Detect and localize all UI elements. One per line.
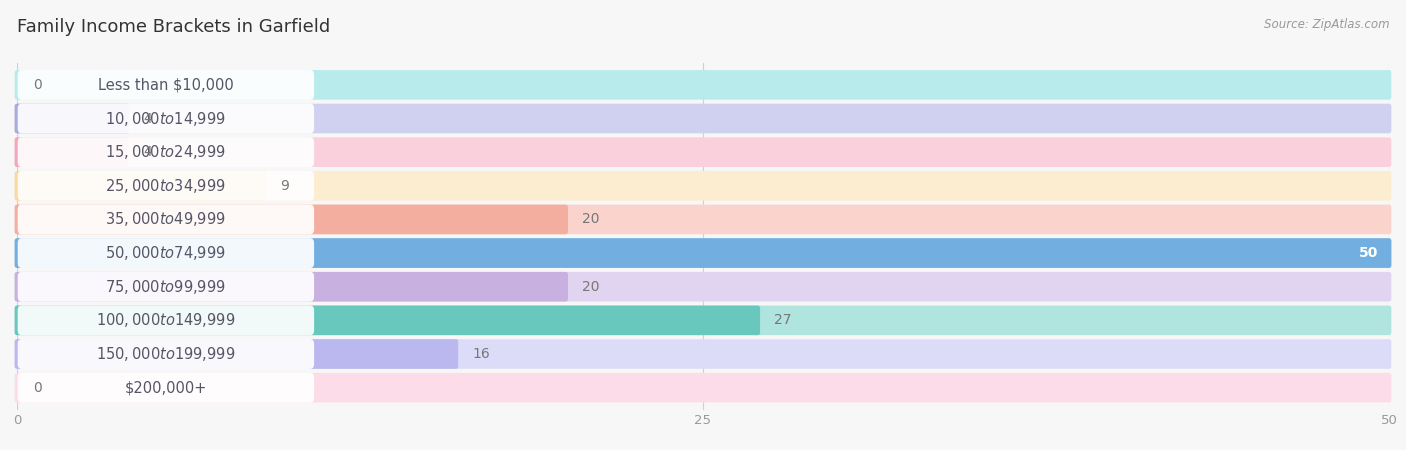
Text: $100,000 to $149,999: $100,000 to $149,999 (96, 311, 236, 329)
FancyBboxPatch shape (14, 137, 129, 167)
Text: 20: 20 (582, 280, 600, 294)
FancyBboxPatch shape (18, 373, 314, 403)
FancyBboxPatch shape (14, 373, 1392, 402)
FancyBboxPatch shape (18, 104, 314, 134)
FancyBboxPatch shape (14, 171, 1392, 201)
FancyBboxPatch shape (14, 272, 1392, 302)
FancyBboxPatch shape (14, 205, 1392, 234)
FancyBboxPatch shape (14, 339, 458, 369)
Text: 16: 16 (472, 347, 491, 361)
Text: 4: 4 (143, 112, 152, 126)
Text: $35,000 to $49,999: $35,000 to $49,999 (105, 211, 226, 229)
FancyBboxPatch shape (18, 306, 314, 335)
Text: Less than $10,000: Less than $10,000 (98, 77, 233, 92)
Text: 0: 0 (34, 381, 42, 395)
Text: 9: 9 (280, 179, 290, 193)
Text: $150,000 to $199,999: $150,000 to $199,999 (96, 345, 236, 363)
FancyBboxPatch shape (18, 339, 314, 369)
FancyBboxPatch shape (14, 339, 1392, 369)
Text: 0: 0 (34, 78, 42, 92)
Text: 4: 4 (143, 145, 152, 159)
Text: $50,000 to $74,999: $50,000 to $74,999 (105, 244, 226, 262)
Text: $25,000 to $34,999: $25,000 to $34,999 (105, 177, 226, 195)
Text: $15,000 to $24,999: $15,000 to $24,999 (105, 143, 226, 161)
FancyBboxPatch shape (14, 238, 1392, 268)
FancyBboxPatch shape (14, 306, 1392, 335)
FancyBboxPatch shape (14, 272, 568, 302)
Text: 27: 27 (775, 313, 792, 327)
FancyBboxPatch shape (14, 104, 1392, 133)
FancyBboxPatch shape (14, 171, 266, 201)
FancyBboxPatch shape (14, 306, 761, 335)
FancyBboxPatch shape (18, 137, 314, 167)
FancyBboxPatch shape (14, 104, 129, 133)
Text: 20: 20 (582, 212, 600, 226)
Text: 50: 50 (1358, 246, 1378, 260)
FancyBboxPatch shape (18, 238, 314, 268)
FancyBboxPatch shape (18, 272, 314, 302)
FancyBboxPatch shape (18, 70, 314, 100)
FancyBboxPatch shape (14, 205, 568, 234)
Text: Family Income Brackets in Garfield: Family Income Brackets in Garfield (17, 18, 330, 36)
FancyBboxPatch shape (18, 171, 314, 201)
FancyBboxPatch shape (14, 70, 1392, 99)
FancyBboxPatch shape (18, 204, 314, 234)
FancyBboxPatch shape (14, 137, 1392, 167)
FancyBboxPatch shape (14, 238, 1392, 268)
Text: Source: ZipAtlas.com: Source: ZipAtlas.com (1264, 18, 1389, 31)
Text: $200,000+: $200,000+ (125, 380, 207, 395)
Text: $10,000 to $14,999: $10,000 to $14,999 (105, 109, 226, 127)
Text: $75,000 to $99,999: $75,000 to $99,999 (105, 278, 226, 296)
